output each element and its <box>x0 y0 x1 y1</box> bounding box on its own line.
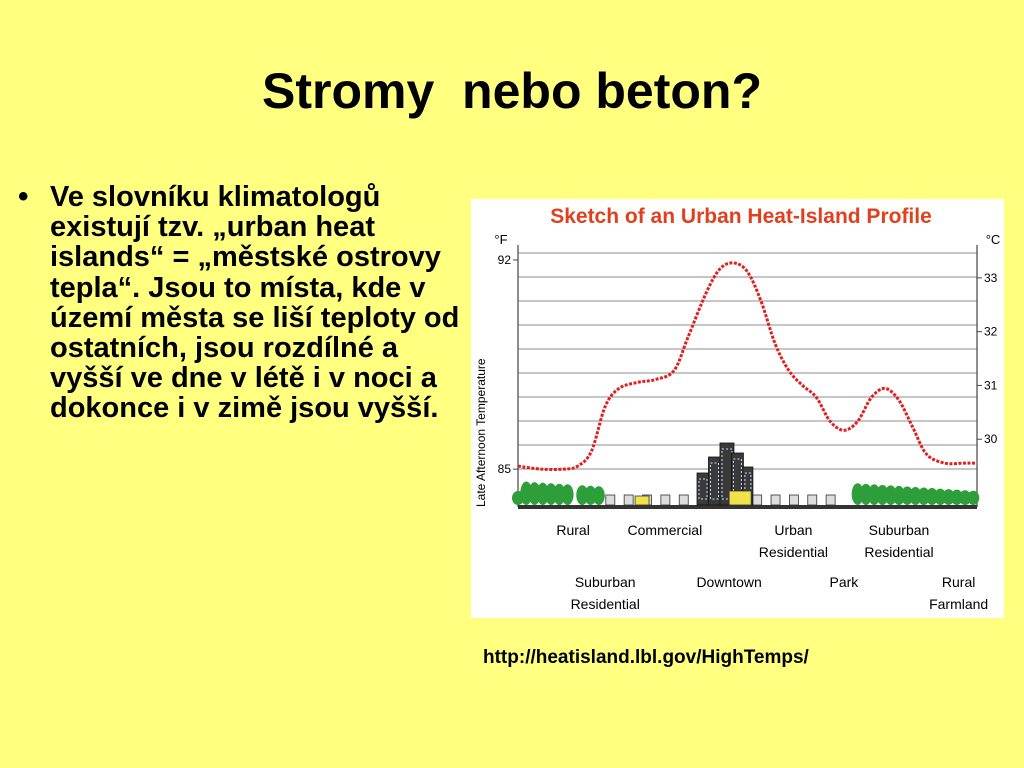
downtown-building-icon <box>728 490 752 506</box>
tree-icon <box>967 490 980 505</box>
x-label-line: Downtown <box>696 574 761 590</box>
house-icon <box>825 494 836 506</box>
tree-icon <box>868 484 881 506</box>
tree-icon <box>584 485 597 505</box>
tree-icon <box>553 483 566 505</box>
tree-icon <box>561 484 574 505</box>
x-label-line: Residential <box>759 544 828 560</box>
tick-label-right: 33 <box>984 271 998 285</box>
tree-icon <box>909 486 922 505</box>
tree-icon <box>528 482 541 506</box>
house-icon <box>770 494 781 506</box>
tree-icon <box>576 485 589 505</box>
tree-icon <box>950 489 963 505</box>
x-label-line: Rural <box>942 574 975 590</box>
x-label: Downtown <box>696 574 761 590</box>
bullet-text: Ve slovníku klimatologů existují tzv. „u… <box>50 181 460 425</box>
tree-icon <box>942 489 955 505</box>
commercial-building-icon <box>634 495 650 506</box>
tree-icon <box>851 483 864 505</box>
x-label: Park <box>829 574 859 590</box>
x-label-line: Park <box>829 574 859 590</box>
x-label-line: Rural <box>556 522 589 538</box>
heat-island-figure: Sketch of an Urban Heat-Island Profile °… <box>471 199 1004 618</box>
y-ticks-right: 30 31 32 33 <box>977 271 998 446</box>
slide-title: Stromy nebo beton? <box>262 63 762 119</box>
ground-line <box>518 505 977 509</box>
x-label: Commercial <box>628 522 703 538</box>
house-icon <box>623 494 634 506</box>
tick-label-right: 32 <box>984 325 998 339</box>
x-label-line: Residential <box>571 596 640 612</box>
x-label: Urban Residential <box>759 522 828 560</box>
x-label-line: Commercial <box>628 522 703 538</box>
tree-icon <box>545 483 558 505</box>
y-unit-left: °F <box>494 232 507 247</box>
temperature-line <box>517 261 977 471</box>
tick-label-right: 31 <box>984 378 998 392</box>
house-icon <box>660 494 671 506</box>
x-labels: Rural Commercial Urban Residential Suburban R… <box>556 522 988 612</box>
tree-icon <box>536 482 549 505</box>
tree-icon <box>926 488 939 505</box>
house-icon <box>678 494 689 506</box>
landscape-illustration <box>512 442 980 509</box>
heat-island-chart: Sketch of an Urban Heat-Island Profile °… <box>474 205 1001 612</box>
building-windows <box>721 448 733 500</box>
y-unit-right: °C <box>986 232 1001 247</box>
tree-icon <box>859 483 872 505</box>
tree-icon <box>884 485 897 505</box>
tree-icon <box>892 485 905 506</box>
tick-label-right: 30 <box>984 432 998 446</box>
x-label-line: Farmland <box>929 596 988 612</box>
x-label: Rural <box>556 522 589 538</box>
x-label-line: Residential <box>864 544 933 560</box>
x-label: Rural Farmland <box>929 574 988 612</box>
x-label-line: Urban <box>774 522 812 538</box>
source-url[interactable]: http://heatisland.lbl.gov/HighTemps/ <box>483 647 809 668</box>
x-label: Suburban Residential <box>864 522 933 560</box>
tree-icon <box>917 487 930 506</box>
tree-icon <box>520 481 533 505</box>
house-icon <box>788 494 799 506</box>
tree-icon <box>592 486 605 506</box>
chart-title: Sketch of an Urban Heat-Island Profile <box>550 205 932 228</box>
tick-label-left: 92 <box>498 253 512 267</box>
x-label: Suburban Residential <box>571 574 640 612</box>
bullet-dot-icon: • <box>18 180 29 213</box>
x-label-line: Suburban <box>869 522 930 538</box>
tree-icon <box>876 484 889 505</box>
tree-icon <box>901 486 914 505</box>
x-label-line: Suburban <box>575 574 636 590</box>
tree-icon <box>934 488 947 505</box>
house-icon <box>752 494 763 506</box>
y-ticks-left: 85 92 <box>498 253 518 476</box>
tick-label-left: 85 <box>498 462 512 476</box>
house-icon <box>807 494 818 506</box>
tree-icon <box>959 490 972 505</box>
y-axis-label: Late Afternoon Temperature <box>474 358 488 507</box>
house-icon <box>605 494 616 506</box>
